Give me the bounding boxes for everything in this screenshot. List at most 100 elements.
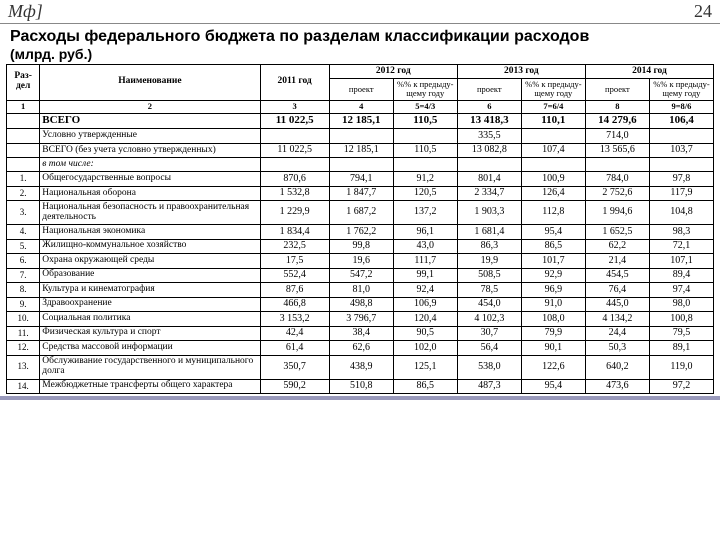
row-value: 50,3 <box>585 341 649 356</box>
row-value: 110,5 <box>393 143 457 158</box>
table-head: Раз- дел Наименование 2011 год 2012 год … <box>7 65 714 114</box>
table-row: 6.Охрана окружающей среды17,519,6111,719… <box>7 254 714 269</box>
col-2013-proekt: проект <box>457 78 521 100</box>
numhead-cell: 2 <box>40 100 260 113</box>
row-value: 11 022,5 <box>260 113 329 129</box>
row-value: 350,7 <box>260 355 329 379</box>
row-value: 13 565,6 <box>585 143 649 158</box>
row-name: Здравоохранение <box>40 297 260 312</box>
col-2014-proekt: проект <box>585 78 649 100</box>
table-row: Условно утвержденные335,5714,0 <box>7 129 714 144</box>
row-value: 1 762,2 <box>329 225 393 240</box>
row-value <box>521 129 585 144</box>
table-row: 12.Средства массовой информации61,462,61… <box>7 341 714 356</box>
logo: Мф] <box>8 1 43 22</box>
row-value <box>329 158 393 172</box>
page-number: 24 <box>694 1 712 22</box>
table-row: 11.Физическая культура и спорт42,438,490… <box>7 326 714 341</box>
row-value: 102,0 <box>393 341 457 356</box>
row-index <box>7 129 40 144</box>
numhead-cell: 6 <box>457 100 521 113</box>
row-value: 454,0 <box>457 297 521 312</box>
row-value: 120,4 <box>393 312 457 327</box>
row-name: Общегосударственные вопросы <box>40 172 260 187</box>
row-value <box>329 129 393 144</box>
row-value: 14 279,6 <box>585 113 649 129</box>
table-row: в том числе: <box>7 158 714 172</box>
row-value: 466,8 <box>260 297 329 312</box>
row-value: 92,4 <box>393 283 457 298</box>
row-value: 21,4 <box>585 254 649 269</box>
row-index: 8. <box>7 283 40 298</box>
page-title: Расходы федерального бюджета по разделам… <box>0 24 720 46</box>
row-value: 79,9 <box>521 326 585 341</box>
row-value: 590,2 <box>260 379 329 394</box>
row-value: 794,1 <box>329 172 393 187</box>
row-value: 99,1 <box>393 268 457 283</box>
row-value: 100,9 <box>521 172 585 187</box>
row-name: Национальная оборона <box>40 186 260 201</box>
budget-table-wrap: Раз- дел Наименование 2011 год 2012 год … <box>0 64 720 394</box>
row-value: 98,0 <box>649 297 713 312</box>
row-value: 19,9 <box>457 254 521 269</box>
row-value: 13 082,8 <box>457 143 521 158</box>
table-row: 2.Национальная оборона1 532,81 847,7120,… <box>7 186 714 201</box>
table-row: 10.Социальная политика3 153,23 796,7120,… <box>7 312 714 327</box>
row-value: 72,1 <box>649 239 713 254</box>
col-2014-pct: %% к предыду-щему году <box>649 78 713 100</box>
row-index <box>7 158 40 172</box>
row-value: 13 418,3 <box>457 113 521 129</box>
table-row: 5.Жилищно-коммунальное хозяйство232,599,… <box>7 239 714 254</box>
row-value: 125,1 <box>393 355 457 379</box>
row-value: 445,0 <box>585 297 649 312</box>
row-index: 12. <box>7 341 40 356</box>
table-row: 8.Культура и кинематография87,681,092,47… <box>7 283 714 298</box>
row-value: 100,8 <box>649 312 713 327</box>
row-value: 4 134,2 <box>585 312 649 327</box>
header-bar: Мф] 24 <box>0 0 720 24</box>
row-name: ВСЕГО <box>40 113 260 129</box>
col-2012-proekt: проект <box>329 78 393 100</box>
row-value <box>521 158 585 172</box>
row-value: 106,4 <box>649 113 713 129</box>
row-value: 62,6 <box>329 341 393 356</box>
row-value: 56,4 <box>457 341 521 356</box>
row-value: 2 334,7 <box>457 186 521 201</box>
row-value: 81,0 <box>329 283 393 298</box>
row-value: 12 185,1 <box>329 143 393 158</box>
row-value: 547,2 <box>329 268 393 283</box>
row-value: 78,5 <box>457 283 521 298</box>
row-value: 38,4 <box>329 326 393 341</box>
numbering-row: 12345=4/367=6/489=8/6 <box>7 100 714 113</box>
row-value: 90,1 <box>521 341 585 356</box>
table-row: 13.Обслуживание государственного и муниц… <box>7 355 714 379</box>
row-name: Физическая культура и спорт <box>40 326 260 341</box>
row-value: 538,0 <box>457 355 521 379</box>
row-value: 1 834,4 <box>260 225 329 240</box>
table-row: ВСЕГО (без учета условно утвержденных)11… <box>7 143 714 158</box>
row-value: 438,9 <box>329 355 393 379</box>
table-row: 3.Национальная безопасность и правоохран… <box>7 201 714 225</box>
row-value: 110,1 <box>521 113 585 129</box>
row-value: 97,4 <box>649 283 713 298</box>
row-value: 552,4 <box>260 268 329 283</box>
row-name: Социальная политика <box>40 312 260 327</box>
row-value: 111,7 <box>393 254 457 269</box>
row-index: 1. <box>7 172 40 187</box>
row-value: 96,9 <box>521 283 585 298</box>
row-value: 1 847,7 <box>329 186 393 201</box>
row-index: 2. <box>7 186 40 201</box>
row-value: 89,4 <box>649 268 713 283</box>
row-value <box>393 129 457 144</box>
row-value: 1 532,8 <box>260 186 329 201</box>
row-value: 1 903,3 <box>457 201 521 225</box>
row-index: 14. <box>7 379 40 394</box>
row-value: 714,0 <box>585 129 649 144</box>
row-value: 95,4 <box>521 379 585 394</box>
row-value: 86,5 <box>393 379 457 394</box>
row-value: 454,5 <box>585 268 649 283</box>
row-value: 119,0 <box>649 355 713 379</box>
row-name: Условно утвержденные <box>40 129 260 144</box>
row-value: 473,6 <box>585 379 649 394</box>
row-value: 3 153,2 <box>260 312 329 327</box>
